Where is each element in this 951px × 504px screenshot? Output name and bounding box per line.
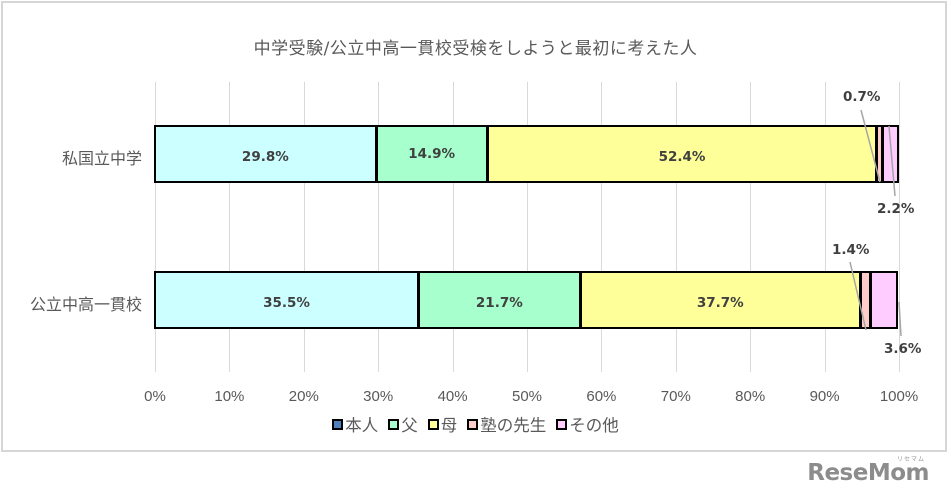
legend-swatch <box>388 418 400 430</box>
data-label-private-juku: 0.7% <box>843 89 881 105</box>
legend-item-mother: 母 <box>427 412 458 436</box>
x-tick-label: 80% <box>735 388 766 405</box>
legend: 本人 父 母 塾の先生 その他 <box>0 412 951 436</box>
category-label-private: 私国立中学 <box>61 149 142 168</box>
gridline <box>229 82 231 372</box>
data-label: 37.7% <box>696 295 744 311</box>
bar-public-integrated-school: 35.5% 21.7% 37.7% <box>154 271 899 329</box>
bar-segment: 14.9% <box>375 125 488 183</box>
gridline <box>824 82 826 372</box>
data-label-private-other: 2.2% <box>877 201 915 217</box>
x-tick-label: 40% <box>437 388 468 405</box>
gridline <box>601 82 603 372</box>
legend-item-other: その他 <box>556 412 619 436</box>
legend-swatch <box>332 418 344 430</box>
legend-label: 母 <box>440 416 458 435</box>
legend-label: 塾の先生 <box>480 416 547 435</box>
bar-segment: 37.7% <box>579 271 862 329</box>
x-tick-label: 70% <box>660 388 691 405</box>
gridline <box>899 82 900 372</box>
data-label: 21.7% <box>475 295 523 311</box>
legend-label: その他 <box>569 416 619 435</box>
data-label: 52.4% <box>658 149 706 165</box>
x-tick-label: 30% <box>363 388 394 405</box>
gridline <box>527 82 528 372</box>
resemom-logo: ReseMom リセマム <box>807 456 929 486</box>
bar-segment: 35.5% <box>154 271 420 329</box>
bar-segment: 29.8% <box>154 125 377 183</box>
logo-kana: リセマム <box>896 456 925 463</box>
x-tick-label: 10% <box>214 388 245 405</box>
bar-private-middle-school: 29.8% 14.9% 52.4% <box>154 125 899 183</box>
gridline <box>675 82 677 372</box>
gridline <box>303 82 305 372</box>
legend-item-juku-teacher: 塾の先生 <box>467 412 546 436</box>
data-label-public-other: 3.6% <box>884 341 922 357</box>
data-label: 29.8% <box>241 149 289 165</box>
legend-swatch <box>556 418 568 430</box>
x-tick-label: 60% <box>586 388 617 405</box>
x-tick-label: 0% <box>144 388 166 405</box>
gridline <box>452 82 454 372</box>
chart-frame <box>1 1 947 452</box>
x-tick-label: 100% <box>879 388 919 405</box>
legend-item-father: 父 <box>388 412 418 436</box>
legend-label: 父 <box>401 416 418 435</box>
bar-segment <box>881 125 899 183</box>
data-label: 14.9% <box>408 146 456 162</box>
chart-title: 中学受験/公立中高一貫校受検をしようと最初に考えた人 <box>253 39 698 59</box>
x-tick-label: 20% <box>288 388 319 405</box>
gridline <box>750 82 752 372</box>
category-label-public: 公立中高一貫校 <box>29 295 142 314</box>
legend-label: 本人 <box>345 416 379 435</box>
legend-swatch <box>467 418 479 430</box>
bar-segment: 52.4% <box>486 125 878 183</box>
bar-segment: 21.7% <box>418 271 581 329</box>
data-label: 35.5% <box>263 295 310 311</box>
x-tick-label: 90% <box>809 388 840 405</box>
legend-swatch <box>427 418 439 430</box>
gridline <box>378 82 380 372</box>
data-label-public-juku: 1.4% <box>832 242 870 258</box>
gridline <box>155 82 156 372</box>
logo-text: ReseMom <box>807 460 929 486</box>
legend-item-self: 本人 <box>332 412 378 436</box>
bar-segment <box>870 271 899 329</box>
x-tick-label: 50% <box>511 388 543 405</box>
